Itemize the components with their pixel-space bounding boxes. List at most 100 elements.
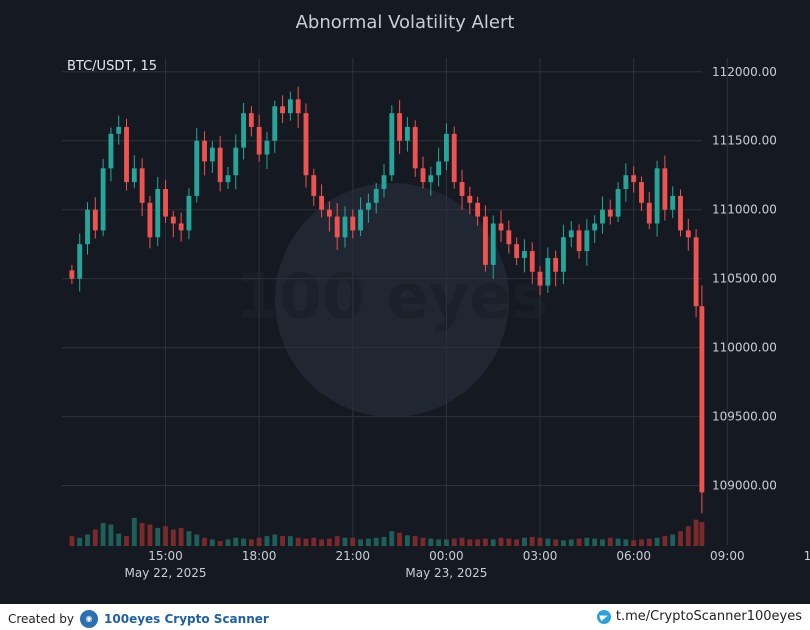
volume-bar xyxy=(623,539,629,546)
candle-body xyxy=(600,209,605,224)
candle-body xyxy=(334,216,340,238)
candle-body xyxy=(85,209,90,245)
volume-bar xyxy=(699,522,705,546)
footer-left: Created by ◉ 100eyes Crypto Scanner xyxy=(8,610,269,628)
volume-bar xyxy=(545,538,551,546)
volume-bar xyxy=(537,537,543,546)
candle-body xyxy=(241,113,246,148)
candle-body xyxy=(623,175,629,190)
candle-body xyxy=(568,230,574,238)
candle-body xyxy=(124,126,129,183)
candle-body xyxy=(365,202,371,210)
candle-body xyxy=(631,175,637,183)
x-tick-label: 18:00 xyxy=(242,549,277,563)
candle-body xyxy=(553,257,559,272)
candle-body xyxy=(678,195,683,231)
candle-body xyxy=(412,126,418,169)
candle-body xyxy=(139,168,145,203)
candle-body xyxy=(397,113,403,141)
candle-body xyxy=(287,99,293,114)
volume-bar xyxy=(319,539,324,546)
candle-body xyxy=(607,209,613,217)
volume-bar xyxy=(124,536,129,546)
candle-body xyxy=(420,168,426,183)
volume-bar xyxy=(264,536,270,546)
volume-bar xyxy=(678,531,683,546)
volume-bar xyxy=(303,538,309,546)
candle-body xyxy=(155,189,161,238)
y-tick-label: 111500.00 xyxy=(712,134,777,148)
candle-body xyxy=(428,175,434,183)
footer: Created by ◉ 100eyes Crypto Scanner t.me… xyxy=(0,604,810,630)
x-tick-label: 12:00 xyxy=(804,549,810,563)
volume-bar xyxy=(233,537,239,546)
watermark-logo: 100 eyes xyxy=(236,260,548,333)
volume-bar xyxy=(561,540,566,546)
brand-link[interactable]: 100eyes Crypto Scanner xyxy=(104,612,269,626)
candle-body xyxy=(326,209,332,217)
candle-body xyxy=(529,251,535,272)
volume-bar xyxy=(397,532,403,546)
volume-bar xyxy=(514,539,520,546)
volume-bar xyxy=(358,539,364,546)
volume-bar xyxy=(685,526,691,546)
candle-body xyxy=(514,244,520,258)
volume-bar xyxy=(280,536,285,546)
candle-body xyxy=(272,106,278,141)
volume-bar xyxy=(592,538,598,546)
candle-body xyxy=(170,216,176,224)
candle-body xyxy=(545,257,551,286)
candle-body xyxy=(303,113,309,176)
candle-body xyxy=(506,230,512,245)
volume-bar xyxy=(483,538,488,546)
candle-body xyxy=(100,168,106,231)
candle-body xyxy=(522,251,527,258)
created-by-label: Created by xyxy=(8,612,75,626)
candle-body xyxy=(295,99,301,114)
candle-body xyxy=(444,133,449,162)
volume-bar xyxy=(490,539,496,546)
volume-bar xyxy=(77,537,83,546)
x-tick-label: 06:00 xyxy=(616,549,651,563)
volume-bar xyxy=(607,537,613,546)
candle-body xyxy=(654,168,660,224)
volume-bar xyxy=(506,538,512,546)
volume-bar xyxy=(529,536,535,546)
candle-body xyxy=(685,230,691,238)
candle-body xyxy=(264,140,270,155)
volume-bar xyxy=(186,531,192,546)
candle-body xyxy=(186,195,192,231)
x-tick-label: 21:00 xyxy=(335,549,370,563)
candle-body xyxy=(592,223,598,231)
candle-body xyxy=(475,202,481,217)
volume-bar xyxy=(576,538,582,546)
volume-bar xyxy=(522,537,527,546)
volume-bar xyxy=(373,537,379,546)
y-tick-label: 109500.00 xyxy=(712,410,777,424)
volume-bar xyxy=(342,537,348,546)
candle-body xyxy=(639,182,644,203)
volume-bar xyxy=(334,536,340,546)
volume-bar xyxy=(163,526,168,546)
candle-body xyxy=(217,147,223,183)
volume-bar xyxy=(225,539,231,546)
candle-body xyxy=(69,270,75,279)
candle-body xyxy=(646,202,652,224)
y-tick-label: 110000.00 xyxy=(712,341,777,355)
x-tick-label: 00:00 xyxy=(429,549,464,563)
candle-body xyxy=(436,161,442,176)
volume-bar xyxy=(389,531,395,546)
volume-bar xyxy=(202,537,207,546)
volume-bar xyxy=(178,527,184,546)
volume-bar xyxy=(256,537,262,546)
volume-bar xyxy=(600,539,605,546)
candle-body xyxy=(670,195,676,210)
candle-body xyxy=(404,126,410,141)
candle-body xyxy=(233,147,239,176)
candle-body xyxy=(498,223,504,231)
volume-bar xyxy=(662,536,668,546)
volume-bar xyxy=(241,538,246,546)
telegram-channel-link[interactable]: t.me/CryptoScanner100eyes xyxy=(615,609,802,624)
volume-bar xyxy=(131,518,137,546)
volume-bar xyxy=(116,533,122,546)
